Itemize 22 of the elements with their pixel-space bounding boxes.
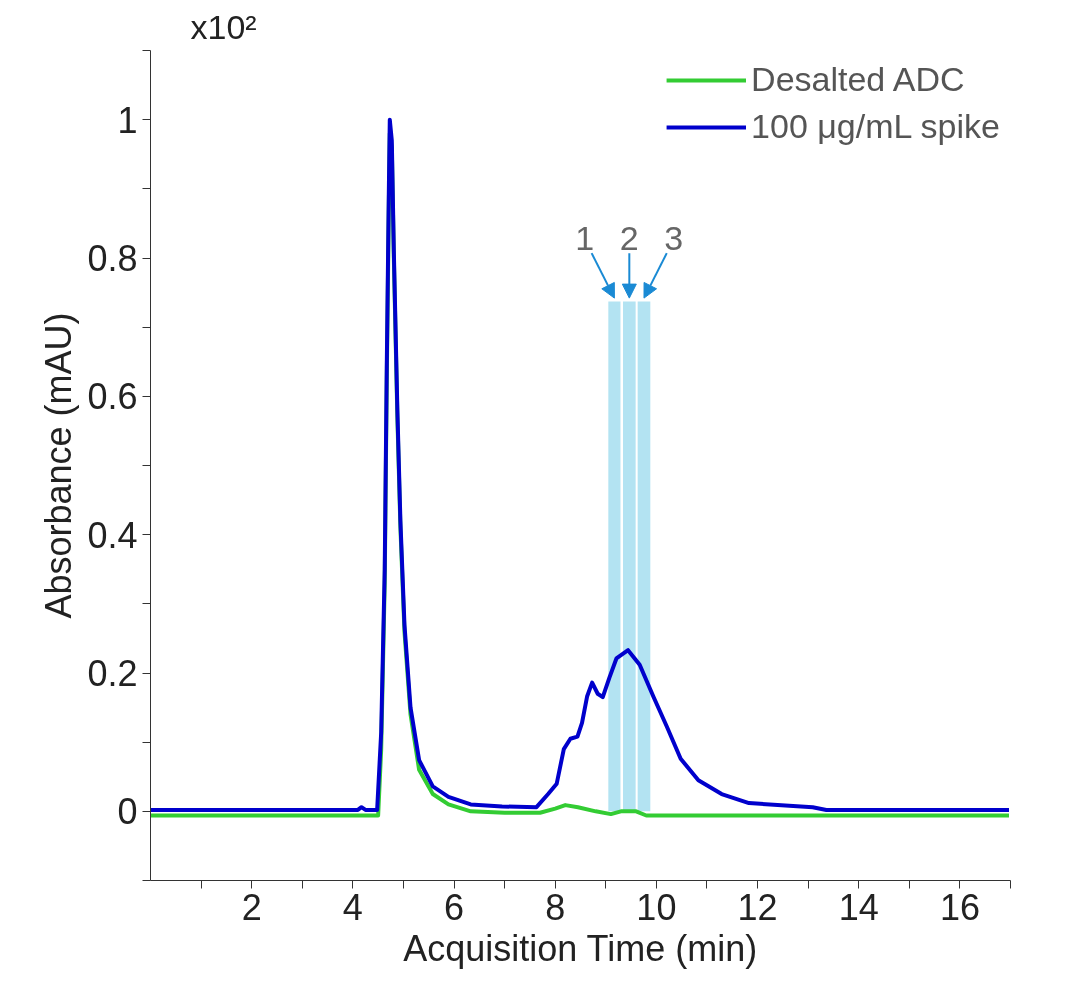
x-tick-label: 10 — [636, 886, 677, 928]
band-label: 1 — [575, 218, 595, 257]
y-tick-label: 0.4 — [87, 514, 138, 556]
band-label: 2 — [619, 218, 639, 257]
y-tick-label: 0.6 — [87, 376, 138, 418]
x-axis-title: Acquisition Time (min) — [403, 927, 758, 969]
legend-label: 100 μg/mL spike — [751, 107, 1000, 146]
band-label: 3 — [664, 218, 684, 257]
x-tick-label: 6 — [444, 886, 465, 928]
text: x10² — [190, 7, 257, 46]
y-tick-label: 0 — [117, 791, 138, 833]
x-tick-label: 2 — [241, 886, 262, 928]
x-tick-label: 14 — [838, 886, 879, 928]
y-tick-label: 1 — [117, 99, 138, 141]
x-tick-label: 16 — [939, 886, 980, 928]
y-tick-label: 0.8 — [87, 238, 138, 279]
legend-label: Desalted ADC — [751, 60, 965, 99]
x-tick-label: 4 — [342, 886, 363, 928]
x-tick-label: 8 — [545, 886, 566, 928]
x-tick-label: 12 — [737, 886, 778, 928]
y-tick-label: 0.2 — [87, 653, 138, 694]
y-axis-title: Absorbance (mAU) — [38, 312, 80, 619]
